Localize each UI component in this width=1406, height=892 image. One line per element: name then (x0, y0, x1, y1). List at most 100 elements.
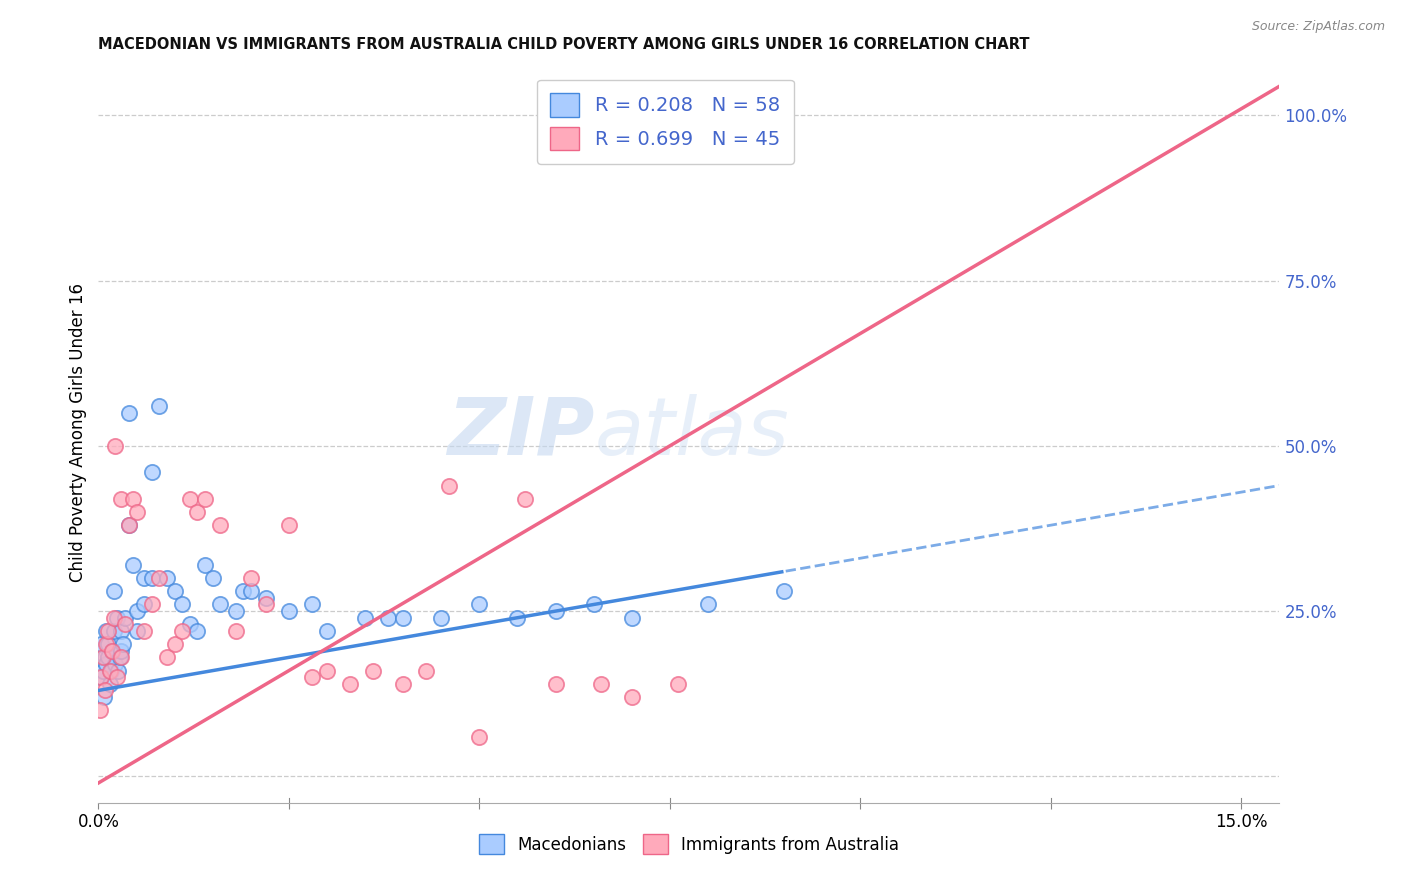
Point (697, 88, 720, 103)
Point (513, 491, 536, 506)
Point (89, 703, 111, 717)
Point (91, 664, 114, 678)
Point (172, 598, 194, 612)
Point (148, 399, 170, 413)
Point (94, 657, 117, 671)
Text: Source: ZipAtlas.com: Source: ZipAtlas.com (1251, 20, 1385, 33)
Point (544, 604, 567, 618)
Point (114, 611, 136, 625)
Point (94, 624, 117, 638)
Point (506, 611, 529, 625)
Point (93, 690, 115, 704)
Point (277, 604, 299, 618)
Point (89, 670, 111, 684)
Point (134, 598, 156, 612)
Point (301, 670, 323, 684)
Point (354, 611, 377, 625)
Point (108, 650, 131, 665)
Point (179, 491, 201, 506)
Point (141, 598, 163, 612)
Point (209, 598, 232, 612)
Point (620, 611, 643, 625)
Point (186, 624, 208, 638)
Point (225, 624, 247, 638)
Point (104, 657, 127, 671)
Point (666, 677, 689, 691)
Point (125, 505, 148, 519)
Point (239, 584, 262, 599)
Point (377, 611, 399, 625)
Point (101, 644, 124, 658)
Point (121, 491, 143, 506)
Text: MACEDONIAN VS IMMIGRANTS FROM AUSTRALIA CHILD POVERTY AMONG GIRLS UNDER 16 CORRE: MACEDONIAN VS IMMIGRANTS FROM AUSTRALIA … (98, 37, 1031, 52)
Point (468, 730, 491, 744)
Point (339, 677, 361, 691)
Point (118, 518, 141, 533)
Y-axis label: Child Poverty Among Girls Under 16: Child Poverty Among Girls Under 16 (69, 283, 87, 582)
Point (254, 591, 277, 605)
Point (110, 650, 132, 665)
Point (110, 491, 132, 506)
Point (125, 604, 148, 618)
Point (163, 637, 186, 651)
Point (582, 598, 605, 612)
Point (301, 598, 323, 612)
Point (591, 677, 613, 691)
Point (125, 624, 148, 638)
Point (114, 617, 136, 632)
Point (544, 677, 567, 691)
Point (94, 637, 117, 651)
Point (254, 598, 277, 612)
Point (103, 624, 125, 638)
Point (93, 683, 115, 698)
Point (179, 617, 201, 632)
Point (103, 611, 125, 625)
Point (107, 670, 129, 684)
Point (163, 584, 186, 599)
Point (697, 598, 720, 612)
Point (392, 677, 415, 691)
Point (209, 518, 232, 533)
Point (90, 637, 112, 651)
Point (91, 650, 114, 665)
Point (90, 670, 112, 684)
Point (172, 624, 194, 638)
Point (194, 558, 217, 572)
Legend: Macedonians, Immigrants from Australia: Macedonians, Immigrants from Australia (472, 828, 905, 861)
Point (316, 664, 339, 678)
Point (98, 664, 121, 678)
Point (110, 624, 132, 638)
Point (232, 584, 254, 599)
Point (156, 571, 179, 585)
Point (118, 518, 141, 533)
Point (392, 611, 415, 625)
Point (110, 644, 132, 658)
Point (97, 624, 120, 638)
Point (225, 604, 247, 618)
Point (186, 505, 208, 519)
Text: atlas: atlas (595, 393, 789, 472)
Point (156, 650, 179, 665)
Point (107, 664, 129, 678)
Point (118, 406, 141, 420)
Point (361, 664, 384, 678)
Point (148, 571, 170, 585)
Point (103, 584, 125, 599)
Point (97, 650, 120, 665)
Point (111, 637, 134, 651)
Point (239, 571, 262, 585)
Point (93, 650, 115, 665)
Point (97, 637, 120, 651)
Point (105, 611, 128, 625)
Point (201, 571, 224, 585)
Point (101, 644, 124, 658)
Point (134, 571, 156, 585)
Point (430, 611, 453, 625)
Point (277, 518, 299, 533)
Point (121, 558, 143, 572)
Text: ZIP: ZIP (447, 393, 595, 472)
Point (104, 439, 127, 453)
Point (468, 598, 491, 612)
Point (134, 624, 156, 638)
Point (415, 664, 437, 678)
